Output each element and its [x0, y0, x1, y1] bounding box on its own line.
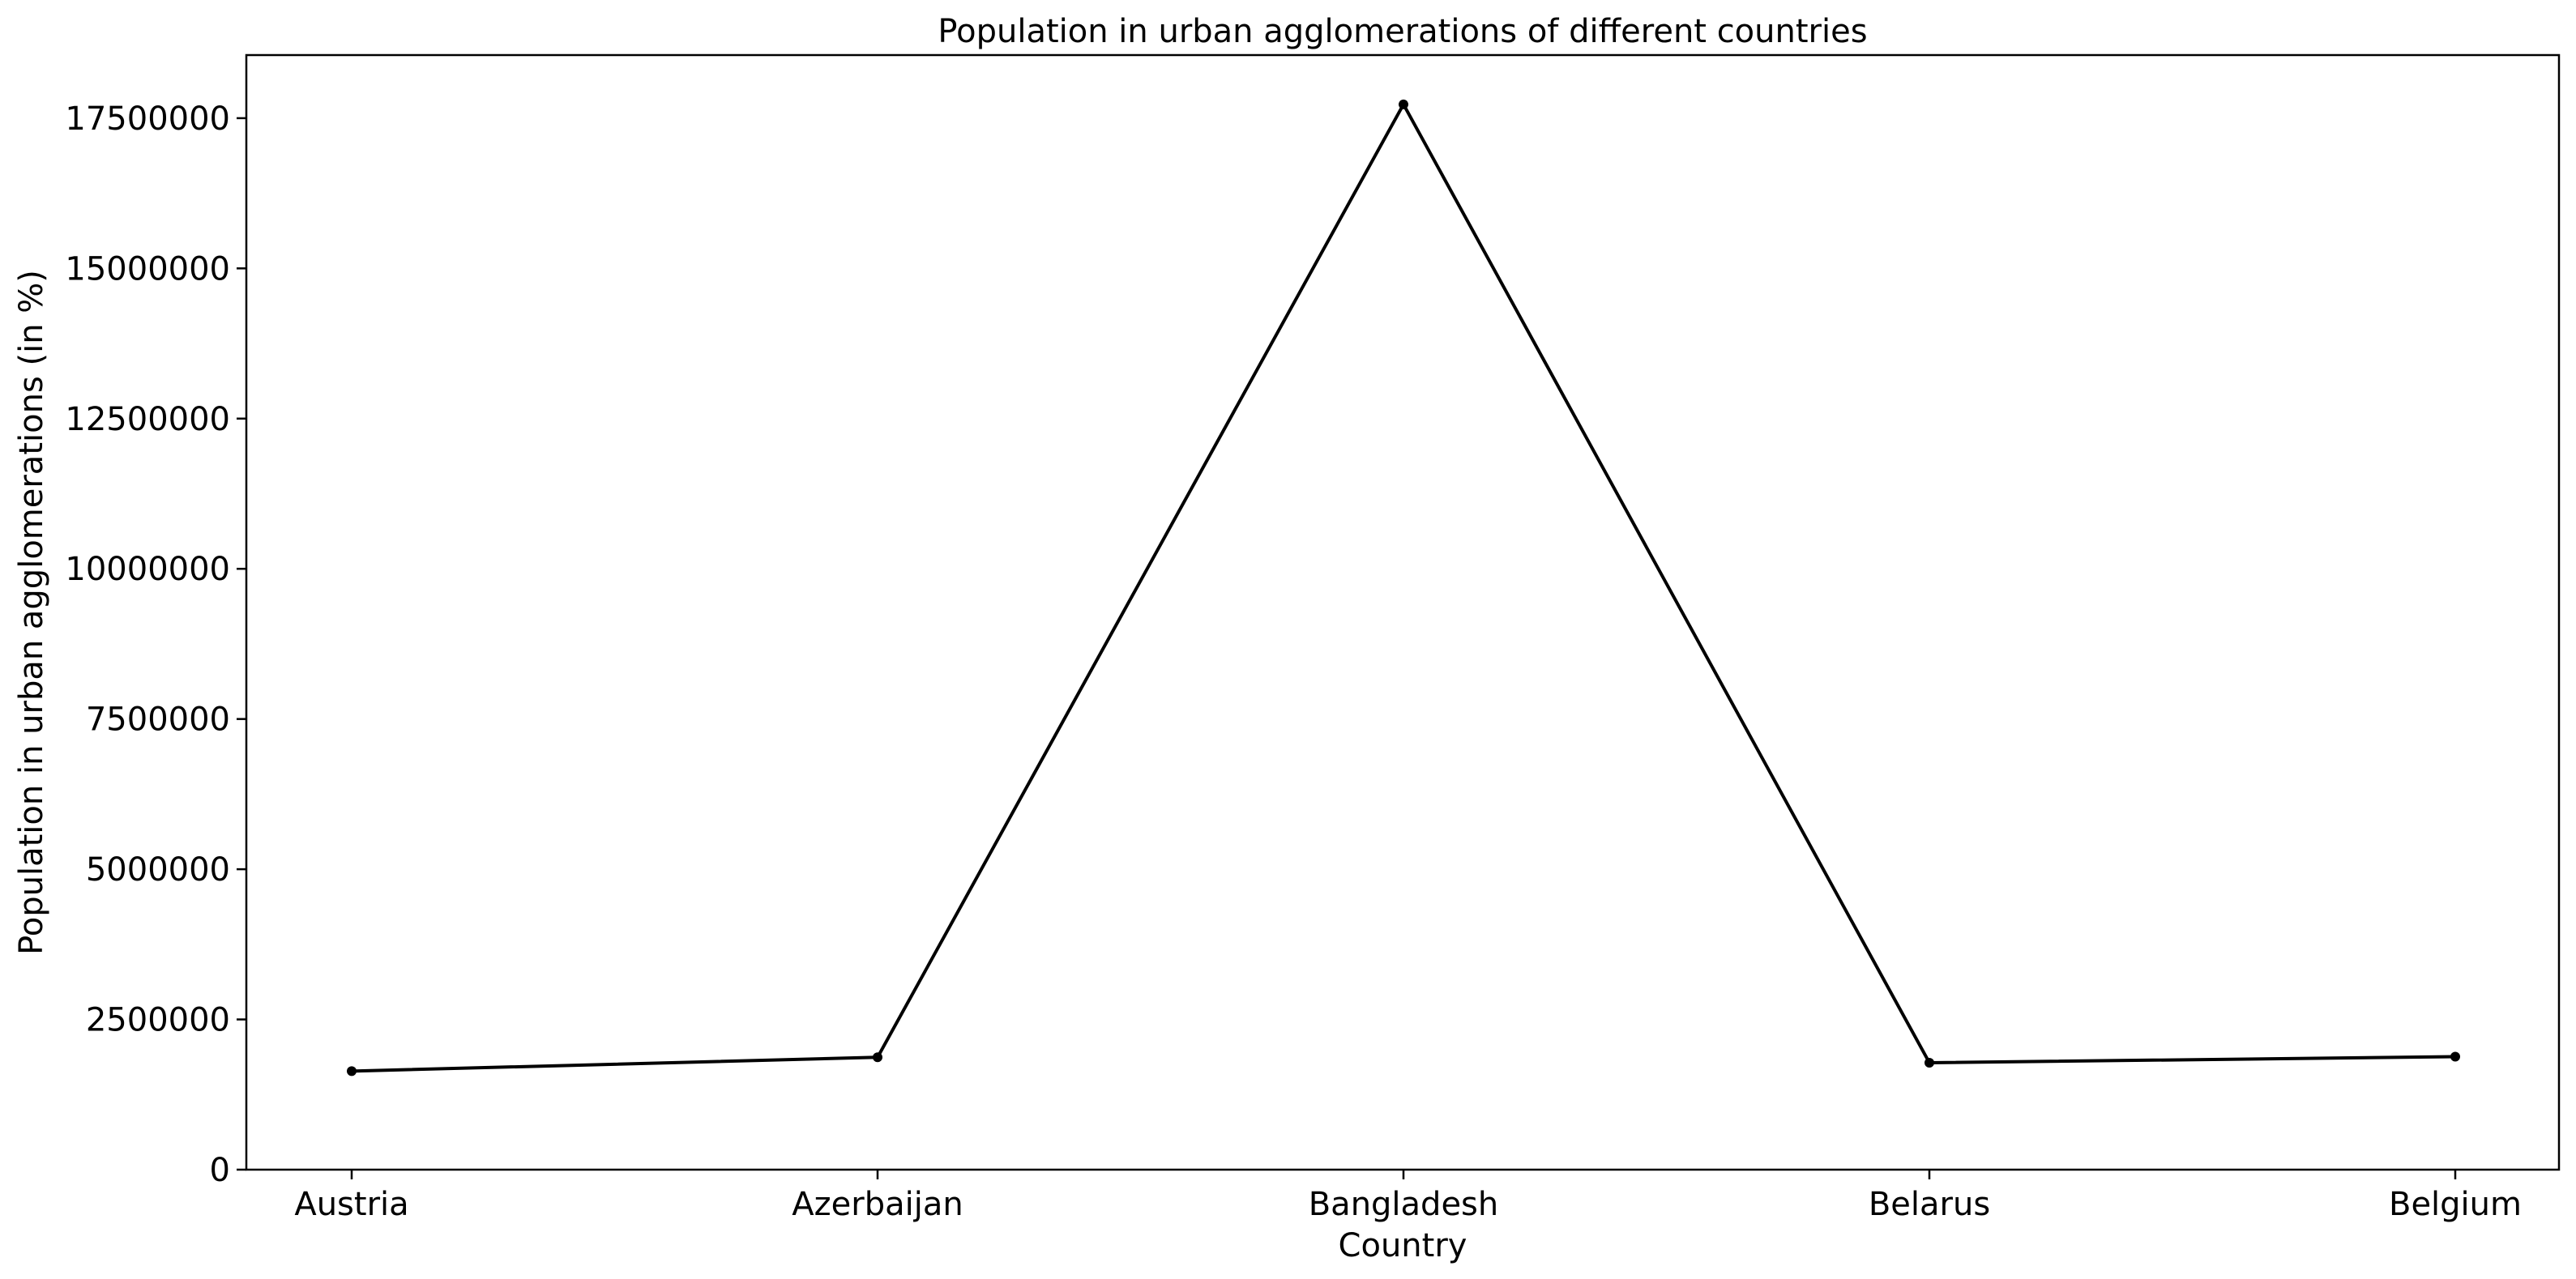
x-axis: Austria Azerbaijan Bangladesh Belarus Belgiu…	[294, 1170, 2522, 1223]
data-point	[1925, 1057, 1934, 1068]
x-axis-title: Country	[1339, 1227, 1467, 1264]
data-point	[347, 1066, 357, 1076]
data-point	[1399, 99, 1408, 109]
y-tick-label: 15000000	[65, 250, 230, 288]
x-tick-label: Belarus	[1869, 1186, 1990, 1223]
y-tick-label: 12500000	[65, 401, 230, 438]
data-point	[873, 1052, 882, 1063]
y-tick-label: 10000000	[65, 551, 230, 588]
y-tick-label: 7500000	[86, 701, 230, 739]
series-group	[347, 99, 2460, 1076]
y-tick-label: 2500000	[86, 1002, 230, 1039]
series-line	[351, 102, 2456, 1073]
data-point	[2450, 1051, 2460, 1062]
x-tick-label: Azerbaijan	[792, 1186, 963, 1223]
x-tick-label: Bangladesh	[1309, 1186, 1499, 1223]
y-tick-label: 17500000	[65, 100, 230, 138]
y-tick-label: 5000000	[86, 851, 230, 889]
plot-frame	[245, 53, 2561, 1171]
x-tick-label: Austria	[294, 1186, 408, 1223]
chart-title: Population in urban agglomerations of di…	[938, 13, 1867, 50]
plot-area	[245, 53, 2561, 1171]
y-axis-title: Population in urban agglomerations (in %…	[13, 270, 50, 955]
x-tick-label: Belgium	[2389, 1186, 2522, 1223]
y-tick-label: 0	[210, 1152, 230, 1189]
y-axis: 0 2500000 5000000 7500000 10000000 12500000 15…	[65, 100, 246, 1189]
